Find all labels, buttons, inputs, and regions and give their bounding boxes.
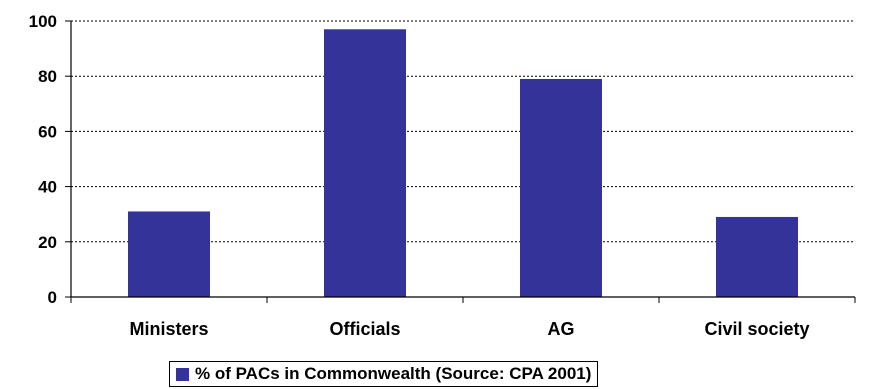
x-category-label: AG: [548, 319, 575, 339]
y-tick-label: 40: [38, 178, 57, 197]
chart-legend: % of PACs in Commonwealth (Source: CPA 2…: [169, 361, 599, 387]
bars: [128, 29, 798, 298]
bar-ag: [520, 78, 602, 298]
bar-civil-society: [716, 216, 798, 297]
y-tick-label: 60: [38, 122, 57, 141]
x-category-label: Ministers: [129, 319, 208, 339]
bar-officials: [324, 29, 406, 298]
x-category-label: Civil society: [704, 319, 809, 339]
grid-lines: [71, 20, 855, 243]
legend-swatch: [176, 367, 189, 381]
bar-chart: 0 20 40 60 80 100 Ministers Officials AG Civil so…: [29, 12, 856, 339]
axes: [65, 20, 856, 303]
bar-ministers: [128, 211, 210, 297]
axis-labels: 0 20 40 60 80 100 Ministers Officials AG Civil so…: [29, 12, 810, 339]
legend-label: % of PACs in Commonwealth (Source: CPA 2…: [195, 364, 592, 383]
y-tick-label: 100: [29, 12, 57, 31]
y-tick-label: 20: [38, 233, 57, 252]
y-tick-label: 80: [38, 67, 57, 86]
y-tick-label: 0: [48, 288, 57, 307]
x-category-label: Officials: [329, 319, 400, 339]
